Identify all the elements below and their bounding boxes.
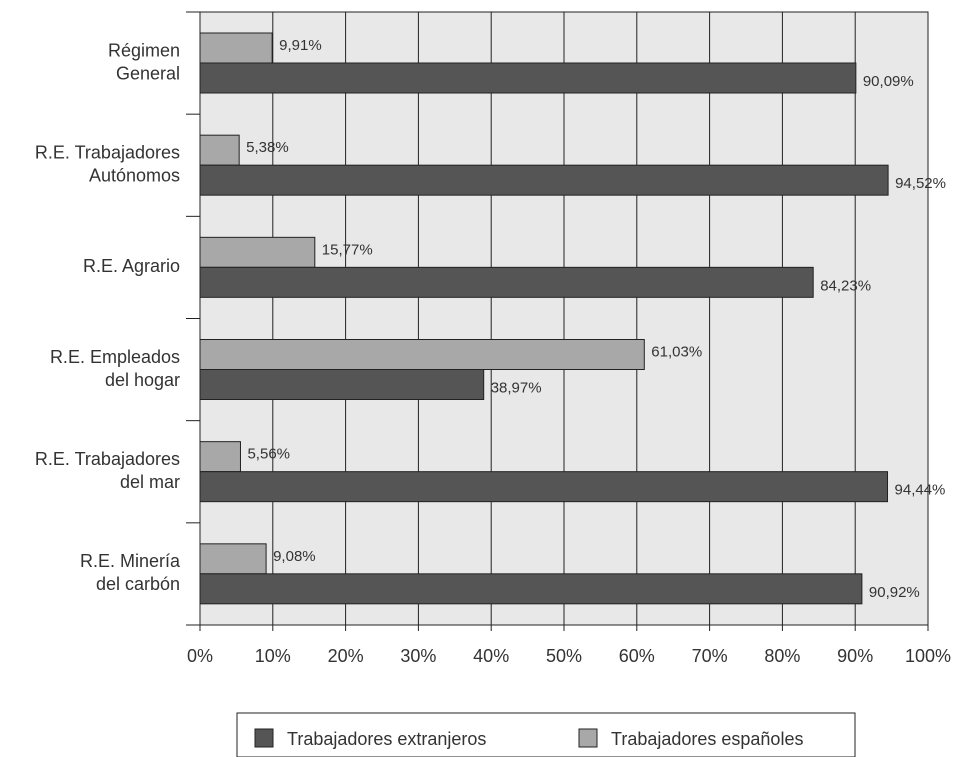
data-label: 94,52%: [895, 175, 946, 192]
x-tick-label: 50%: [546, 646, 582, 666]
legend-label: Trabajadores extranjeros: [287, 729, 486, 749]
legend-swatch: [254, 728, 274, 748]
bar: [199, 164, 889, 196]
x-tick-label: 80%: [764, 646, 800, 666]
x-tick-label: 60%: [619, 646, 655, 666]
bar: [199, 339, 645, 370]
bar: [199, 573, 863, 605]
bar: [199, 134, 240, 166]
data-label: 90,09%: [863, 73, 914, 90]
data-label: 9,91%: [279, 37, 322, 54]
bar: [199, 543, 267, 575]
x-tick-label: 70%: [692, 646, 728, 666]
data-label: 9,08%: [273, 548, 316, 565]
bar: [199, 236, 316, 268]
data-labels: 9,91% 90,09% 5,38% 94,52% 15,77% 84,23% 61,03%…: [246, 37, 946, 601]
data-label: 94,44%: [895, 482, 946, 499]
x-tick-label: 10%: [255, 646, 291, 666]
bar: [199, 266, 814, 298]
bar: [199, 471, 889, 503]
category-label: R.E. Trabajadores: [35, 449, 180, 469]
category-label: del hogar: [105, 370, 180, 390]
data-label: 5,56%: [247, 446, 290, 463]
category-labels: Régimen General R.E. Trabajadores Autónomos…: [35, 40, 181, 594]
legend-swatch: [578, 728, 598, 748]
data-label: 15,77%: [322, 241, 373, 258]
x-tick-label: 100%: [905, 646, 951, 666]
legend: Trabajadores extranjeros Trabajadores esp…: [236, 712, 856, 757]
category-label: General: [116, 63, 180, 83]
category-label: R.E. Agrario: [83, 256, 180, 276]
x-tick-label: 40%: [473, 646, 509, 666]
x-tick-labels: 0% 10% 20% 30% 40% 50% 60% 70% 80% 90% 100%: [187, 646, 951, 666]
legend-box: [236, 712, 856, 757]
category-label: R.E. Trabajadores: [35, 142, 180, 162]
category-label: del carbón: [96, 574, 180, 594]
category-label: del mar: [120, 472, 180, 492]
bar: [199, 441, 241, 473]
bar: [199, 369, 485, 400]
data-label: 90,92%: [869, 584, 920, 601]
category-label: R.E. Empleados: [50, 347, 180, 367]
category-label: R.E. Minería: [80, 551, 181, 571]
category-label: Autónomos: [89, 165, 180, 185]
category-label: Régimen: [108, 40, 180, 60]
data-label: 84,23%: [820, 277, 871, 294]
bar: [199, 62, 857, 94]
x-tick-label: 30%: [400, 646, 436, 666]
x-tick-label: 0%: [187, 646, 213, 666]
x-tick-label: 90%: [837, 646, 873, 666]
axes: [186, 11, 929, 631]
bar: [199, 32, 273, 64]
data-label: 5,38%: [246, 139, 289, 156]
x-tick-label: 20%: [328, 646, 364, 666]
legend-label: Trabajadores españoles: [611, 729, 803, 749]
data-label: 61,03%: [651, 343, 702, 360]
data-label: 38,97%: [491, 379, 542, 396]
